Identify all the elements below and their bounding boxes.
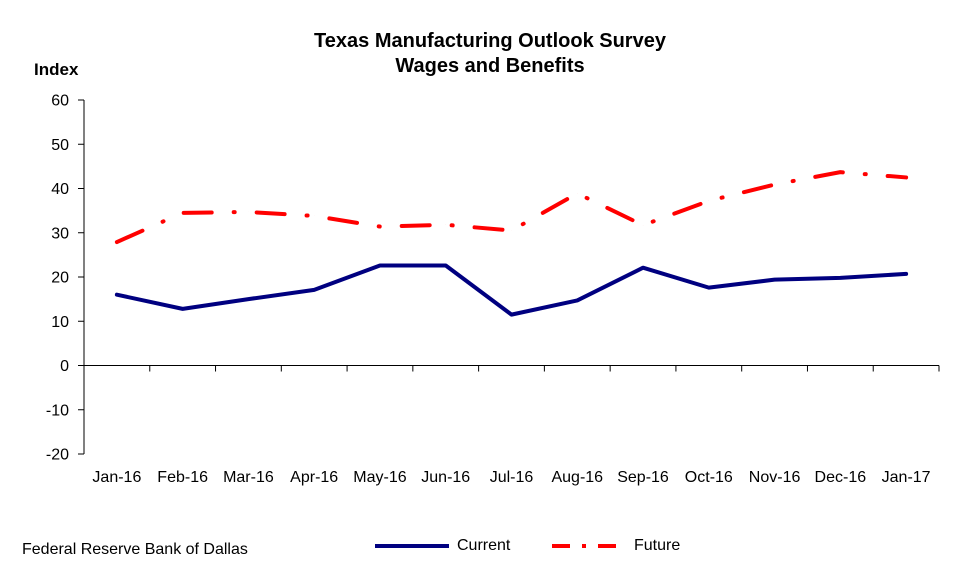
y-tick-label: -10 <box>46 402 69 419</box>
x-tick-label: Apr-16 <box>290 469 338 486</box>
legend-swatch-future <box>552 544 626 548</box>
legend-swatch-current <box>375 544 449 548</box>
series-line-future <box>114 170 909 245</box>
y-tick-label: 40 <box>51 181 69 198</box>
y-tick-label: 20 <box>51 270 69 287</box>
x-tick-label: Oct-16 <box>685 469 733 486</box>
y-tick-label: 0 <box>60 358 69 375</box>
x-tick-label: Sep-16 <box>617 469 669 486</box>
y-tick-label: -20 <box>46 447 69 464</box>
y-tick-label: 30 <box>51 225 69 242</box>
x-tick-label: May-16 <box>353 469 406 486</box>
x-tick-label: Aug-16 <box>551 469 603 486</box>
y-axis-label: Index <box>34 60 79 79</box>
legend-label-future: Future <box>634 537 681 554</box>
y-tick-label: 60 <box>51 93 69 110</box>
series-line-current <box>114 263 909 317</box>
x-tick-label: Nov-16 <box>749 469 801 486</box>
x-tick-label: Jan-16 <box>92 469 141 486</box>
chart-title-line-1: Texas Manufacturing Outlook Survey <box>314 30 666 52</box>
x-tick-label: Dec-16 <box>815 469 867 486</box>
x-tick-label: Mar-16 <box>223 469 274 486</box>
y-tick-label: 50 <box>51 137 69 154</box>
chart-title-line-2: Wages and Benefits <box>395 55 585 77</box>
legend-item-current: Current <box>375 537 510 555</box>
legend-label-current: Current <box>457 537 511 554</box>
x-tick-label: Jan-17 <box>882 469 931 486</box>
x-tick-label: Jul-16 <box>490 469 534 486</box>
source-note: Federal Reserve Bank of Dallas <box>22 541 248 558</box>
y-tick-label: 10 <box>51 314 69 331</box>
legend-item-future: Future <box>552 537 680 555</box>
x-tick-label: Feb-16 <box>157 469 208 486</box>
x-tick-label: Jun-16 <box>421 469 470 486</box>
